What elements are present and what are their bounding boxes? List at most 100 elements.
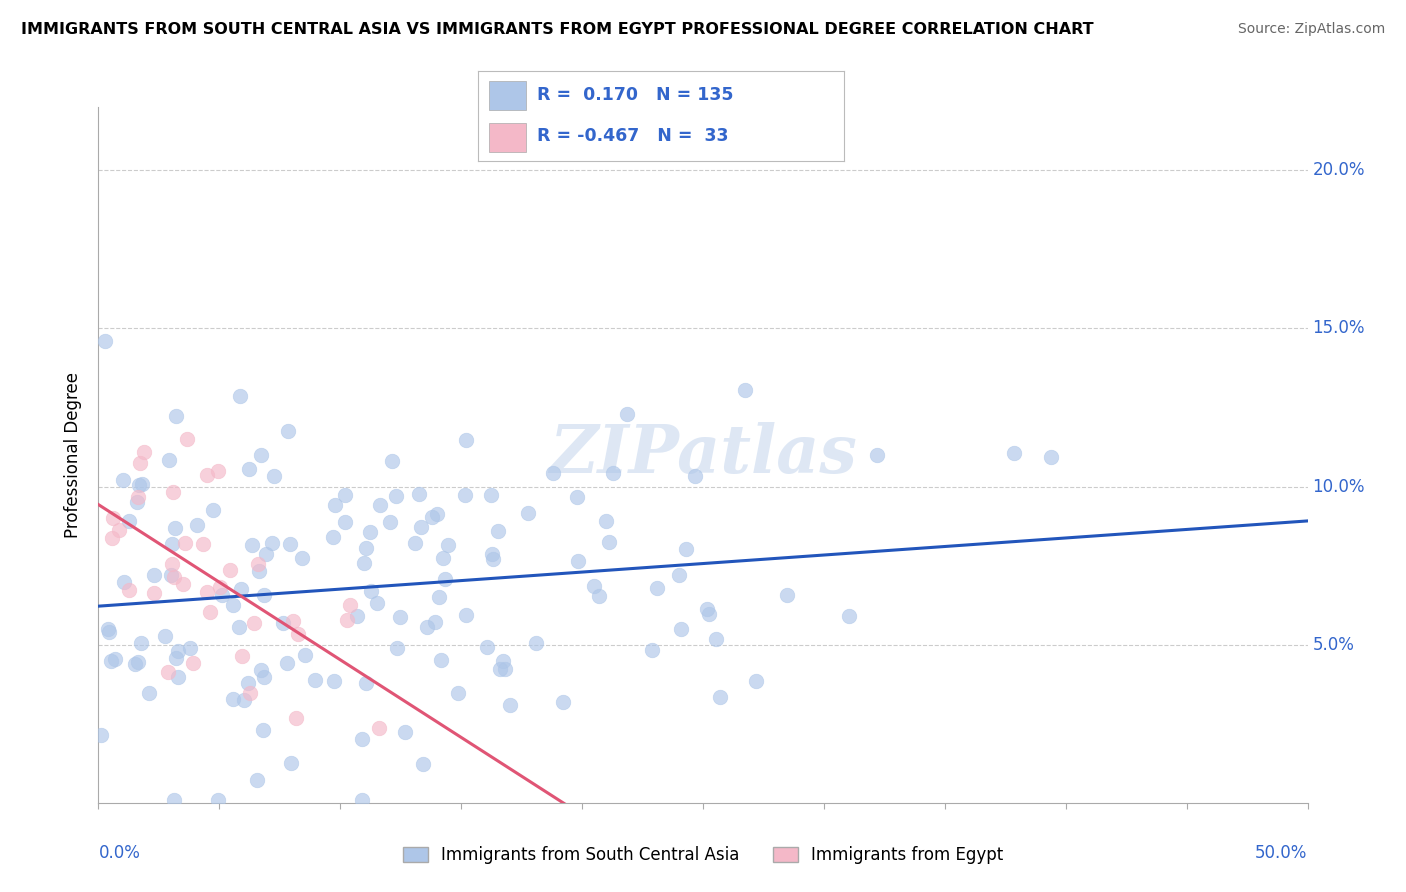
Point bbox=[333, 488, 356, 502]
Point bbox=[432, 550, 454, 565]
Point bbox=[388, 610, 411, 624]
Point bbox=[90, 728, 112, 742]
Point bbox=[186, 517, 208, 532]
Point bbox=[101, 511, 124, 525]
Point bbox=[207, 464, 229, 478]
Point bbox=[359, 525, 381, 540]
Point bbox=[181, 656, 204, 670]
Point bbox=[381, 454, 404, 468]
Point bbox=[447, 685, 470, 699]
Point bbox=[456, 434, 478, 448]
Point bbox=[335, 515, 357, 529]
Point bbox=[368, 498, 391, 512]
Point bbox=[243, 616, 266, 631]
Point bbox=[697, 607, 720, 621]
Point bbox=[222, 691, 245, 706]
Point bbox=[304, 673, 326, 687]
Point bbox=[249, 448, 271, 462]
Point bbox=[280, 756, 302, 771]
Point bbox=[172, 577, 194, 591]
Point bbox=[100, 655, 122, 669]
Point bbox=[294, 648, 316, 662]
Point bbox=[163, 792, 186, 806]
Point bbox=[588, 589, 610, 603]
Legend: Immigrants from South Central Asia, Immigrants from Egypt: Immigrants from South Central Asia, Immi… bbox=[402, 846, 1004, 864]
Point bbox=[517, 507, 540, 521]
Point bbox=[696, 602, 718, 616]
Point bbox=[127, 490, 149, 504]
Point bbox=[675, 542, 697, 557]
Point bbox=[291, 551, 314, 566]
Point bbox=[385, 640, 408, 655]
Text: ZIPatlas: ZIPatlas bbox=[550, 423, 856, 487]
Point bbox=[222, 598, 245, 612]
Point bbox=[745, 674, 768, 689]
Point bbox=[412, 756, 434, 771]
Point bbox=[127, 495, 149, 509]
Point bbox=[209, 580, 232, 594]
Point bbox=[352, 792, 374, 806]
Point bbox=[263, 468, 285, 483]
Point bbox=[378, 516, 401, 530]
Point bbox=[124, 657, 146, 671]
Point bbox=[156, 665, 179, 680]
Point bbox=[360, 583, 382, 598]
Point bbox=[430, 653, 453, 667]
Point bbox=[541, 467, 564, 481]
Point bbox=[339, 598, 361, 612]
Point bbox=[366, 596, 388, 610]
Point bbox=[433, 572, 456, 586]
Point bbox=[160, 557, 183, 571]
Text: 10.0%: 10.0% bbox=[1312, 477, 1365, 496]
Text: 50.0%: 50.0% bbox=[1256, 844, 1308, 862]
Point bbox=[247, 564, 270, 578]
Point bbox=[494, 662, 516, 676]
Point bbox=[250, 663, 273, 677]
Point bbox=[143, 586, 166, 600]
Point bbox=[567, 554, 589, 568]
Point bbox=[128, 477, 150, 491]
Point bbox=[160, 537, 183, 551]
Point bbox=[228, 620, 250, 634]
Point bbox=[233, 693, 256, 707]
Point bbox=[323, 498, 346, 512]
Point bbox=[283, 614, 305, 628]
Point bbox=[197, 467, 219, 482]
Point bbox=[276, 656, 298, 670]
Point bbox=[193, 537, 215, 551]
Point bbox=[229, 389, 252, 403]
Point bbox=[734, 383, 756, 397]
Point bbox=[159, 567, 181, 582]
Point bbox=[582, 579, 605, 593]
Point bbox=[567, 490, 589, 504]
Point bbox=[179, 640, 201, 655]
Point bbox=[201, 503, 224, 517]
Point bbox=[260, 536, 283, 550]
Point bbox=[162, 485, 184, 500]
Point bbox=[368, 721, 391, 735]
Point bbox=[602, 467, 624, 481]
Point bbox=[211, 588, 233, 602]
Point bbox=[252, 723, 274, 738]
Point bbox=[437, 538, 460, 552]
Point bbox=[420, 510, 443, 524]
Point bbox=[350, 732, 373, 747]
Point bbox=[138, 686, 160, 700]
Bar bbox=[489, 123, 526, 152]
Point bbox=[416, 620, 439, 634]
Point bbox=[865, 448, 887, 462]
Point bbox=[669, 622, 692, 636]
Point bbox=[616, 408, 638, 422]
Point bbox=[97, 622, 120, 636]
Point bbox=[492, 654, 515, 668]
Point bbox=[394, 725, 416, 739]
Point bbox=[336, 613, 359, 627]
Point bbox=[166, 670, 188, 684]
Point bbox=[240, 538, 263, 552]
Point bbox=[198, 605, 221, 619]
Point bbox=[157, 453, 180, 467]
Text: 5.0%: 5.0% bbox=[1312, 636, 1354, 654]
Text: Source: ZipAtlas.com: Source: ZipAtlas.com bbox=[1237, 22, 1385, 37]
Point bbox=[103, 651, 125, 665]
Point bbox=[94, 334, 117, 348]
